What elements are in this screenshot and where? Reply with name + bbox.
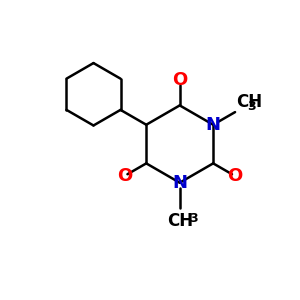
Text: CH: CH	[167, 212, 193, 230]
Text: O: O	[172, 71, 187, 89]
Text: 3: 3	[248, 100, 256, 113]
Text: CH: CH	[236, 93, 263, 111]
Text: O: O	[117, 167, 132, 185]
Text: 3: 3	[189, 212, 198, 225]
Text: N: N	[206, 116, 221, 134]
Text: N: N	[172, 174, 187, 192]
Text: O: O	[227, 167, 243, 185]
